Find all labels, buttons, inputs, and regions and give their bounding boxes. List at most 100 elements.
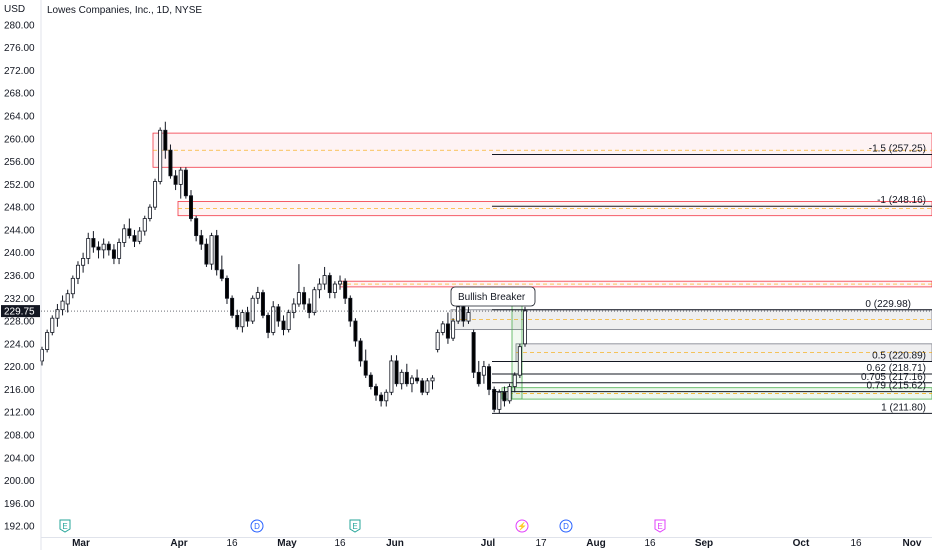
y-tick-label: 216.00 [4, 385, 35, 396]
y-tick-label: 224.00 [4, 339, 35, 350]
symbol-title: Lowes Companies, Inc., 1D, NYSE [47, 5, 202, 16]
candle-down [183, 169, 188, 197]
candle-down [471, 332, 476, 373]
candle-down [415, 377, 420, 382]
candle-down [327, 275, 332, 293]
y-tick-label: 236.00 [4, 271, 35, 282]
candle-up [317, 283, 322, 291]
dividend-marker-letter: D [563, 522, 569, 531]
x-tick-label: Apr [170, 538, 187, 549]
candle-down [461, 306, 466, 322]
candle-up [291, 303, 296, 313]
y-tick-label: 192.00 [4, 522, 35, 533]
time-axis: Mar Apr 16 May 16 Jun Jul 17 Aug 16 Sep Oct 16 Nov [41, 537, 932, 549]
y-tick-label: 260.00 [4, 134, 35, 145]
last-price-badge [1, 305, 40, 318]
earnings-marker-letter: E [62, 522, 67, 531]
y-tick-label: 256.00 [4, 157, 35, 168]
split-marker [515, 519, 529, 533]
y-tick-label: 280.00 [4, 20, 35, 31]
dividend-marker [250, 519, 264, 533]
candle-up [45, 332, 50, 350]
candle-up [86, 238, 91, 259]
fib-label: 0.705 (217.16) [861, 372, 926, 383]
candle-up [338, 280, 343, 285]
candle-up [255, 292, 260, 299]
earnings-marker [59, 519, 71, 533]
candle-up [50, 317, 55, 333]
candle-down [307, 303, 312, 313]
candle-down [199, 235, 204, 245]
candle-down [96, 246, 101, 251]
candle-up [312, 289, 317, 313]
fib-label: 0.5 (220.89) [872, 351, 926, 362]
candle-up [147, 206, 152, 219]
candle-up [70, 277, 75, 295]
candle-up [286, 312, 291, 331]
earnings-future-marker [654, 519, 666, 533]
y-tick-label: 252.00 [4, 180, 35, 191]
candle-up [466, 312, 471, 322]
y-tick-label: 204.00 [4, 453, 35, 464]
candle-up [101, 243, 106, 251]
candle-down [404, 371, 409, 385]
candle-up [250, 297, 255, 322]
y-tick-label: 248.00 [4, 203, 35, 214]
candle-up [481, 366, 486, 376]
candle-up [75, 264, 80, 279]
events-layer: E D E ⚡ D E [59, 519, 666, 533]
candle-up [60, 300, 65, 311]
candle-up [117, 242, 122, 259]
candle-down [445, 323, 450, 339]
candle-down [492, 389, 497, 410]
earnings-marker [349, 519, 361, 533]
x-tick-label: Mar [72, 538, 90, 549]
candle-down [127, 228, 132, 237]
split-marker-letter: ⚡ [517, 521, 527, 531]
candle-up [399, 371, 404, 385]
candle-up [425, 380, 430, 393]
candle-up [271, 306, 276, 333]
y-tick-label: 196.00 [4, 499, 35, 510]
y-tick-label: 220.00 [4, 362, 35, 373]
candle-up [122, 228, 127, 243]
earnings-marker-letter: E [352, 522, 357, 531]
fib-label: 0.79 (215.62) [867, 381, 927, 392]
fib-label: -1.5 (257.25) [869, 143, 926, 154]
candle-down [189, 195, 194, 219]
candle-up [158, 129, 163, 182]
annotation-box[interactable] [450, 286, 536, 307]
candle-down [106, 243, 111, 251]
candle-down [132, 235, 137, 242]
candle-up [456, 306, 461, 322]
currency-label: USD [4, 4, 25, 15]
fib-label: 0.62 (218.71) [867, 363, 927, 374]
candle-up [507, 386, 512, 402]
last-price-label: 229.75 [4, 307, 35, 318]
x-tick-label: Jun [386, 538, 404, 549]
candle-up [384, 391, 389, 402]
candle-down [168, 149, 173, 177]
y-tick-label: 264.00 [4, 112, 35, 123]
candle-up [178, 169, 183, 185]
candle-down [353, 320, 358, 342]
x-tick-label: May [277, 538, 297, 549]
candle-up [322, 275, 327, 285]
y-tick-label: 208.00 [4, 430, 35, 441]
candle-down [204, 243, 209, 265]
y-tick-label: 244.00 [4, 225, 35, 236]
candle-up [389, 360, 394, 393]
earnings-future-marker-letter: E [657, 522, 662, 531]
candle-up [451, 320, 456, 339]
candle-down [343, 280, 348, 299]
candle-up [240, 312, 245, 328]
x-tick-label: 16 [644, 538, 656, 549]
dividend-marker [559, 519, 573, 533]
candle-up [81, 258, 86, 266]
candle-down [487, 366, 492, 390]
x-tick-label: 16 [334, 538, 346, 549]
x-tick-label: Jul [481, 538, 496, 549]
